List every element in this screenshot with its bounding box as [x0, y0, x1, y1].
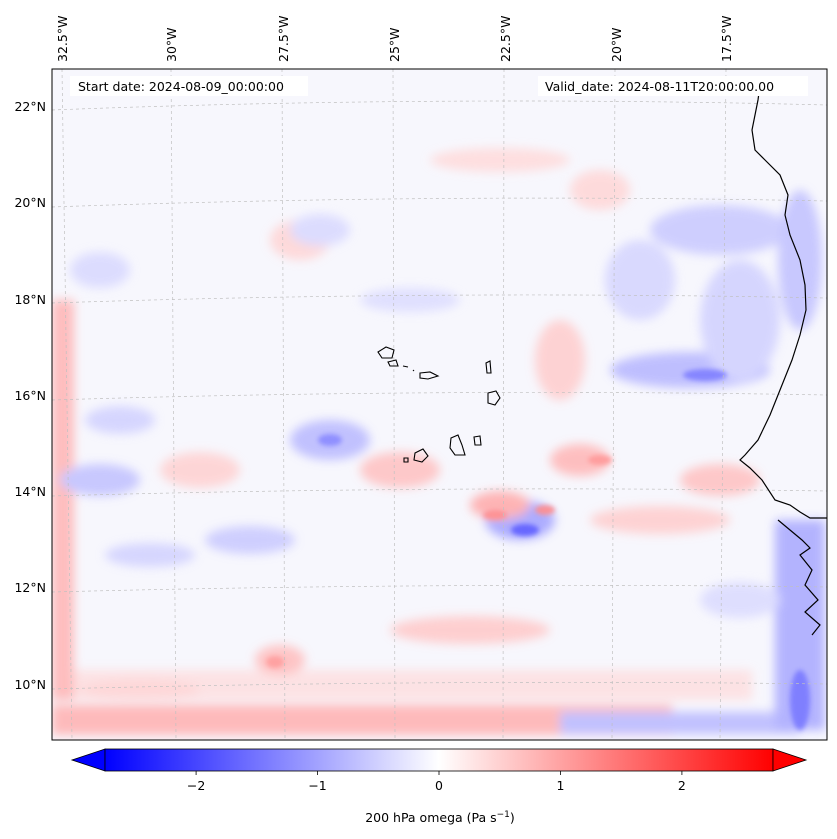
- coastline: [739, 84, 827, 636]
- lat-label: 20°N: [14, 195, 46, 210]
- start-date-text: Start date: 2024-08-09_00:00:00: [78, 79, 284, 94]
- lat-label: 14°N: [14, 484, 46, 499]
- lat-label: 10°N: [14, 677, 46, 692]
- colorbar-label: 200 hPa omega (Pa s−1): [365, 810, 515, 825]
- colorbar-tick-label: 2: [678, 778, 686, 793]
- graticule: [52, 69, 827, 740]
- lon-label: 20°W: [609, 27, 624, 62]
- lat-label: 12°N: [14, 580, 46, 595]
- lat-label: 16°N: [14, 388, 46, 403]
- lon-label: 25°W: [387, 27, 402, 62]
- colorbar-body: [104, 748, 774, 772]
- lat-label: 22°N: [14, 99, 46, 114]
- colorbar-tick-label: 0: [435, 778, 443, 793]
- colorbar-tick-label: −1: [308, 778, 326, 793]
- lat-label: 18°N: [14, 292, 46, 307]
- valid-date-text: Valid_date: 2024-08-11T20:00:00.00: [545, 79, 774, 94]
- colorbar-ticks: −2 −1 0 1 2: [187, 771, 686, 793]
- map-panel: Start date: 2024-08-09_00:00:00 Valid_da…: [51, 68, 828, 741]
- latitude-labels: 22°N 20°N 18°N 16°N 14°N 12°N 10°N: [14, 99, 46, 692]
- lon-label: 30°W: [164, 27, 179, 62]
- colorbar-tick-label: −2: [187, 778, 205, 793]
- cape-verde-islands: [377, 346, 501, 463]
- colorbar-extend-left: [70, 748, 106, 772]
- lon-label: 17.5°W: [719, 16, 734, 62]
- lon-label: 22.5°W: [498, 16, 513, 62]
- lon-label: 27.5°W: [276, 16, 291, 62]
- map-frame: [51, 68, 828, 741]
- longitude-labels: 32.5°W 30°W 27.5°W 25°W 22.5°W 20°W 17.5…: [55, 16, 734, 62]
- valid-date-box: [538, 76, 808, 96]
- colorbar: −2 −1 0 1 2 200 hPa omega (Pa s−1): [70, 748, 808, 825]
- start-date-box: [70, 76, 308, 96]
- lon-label: 32.5°W: [55, 16, 70, 62]
- colorbar-extend-right: [772, 748, 808, 772]
- colorbar-tick-label: 1: [556, 778, 564, 793]
